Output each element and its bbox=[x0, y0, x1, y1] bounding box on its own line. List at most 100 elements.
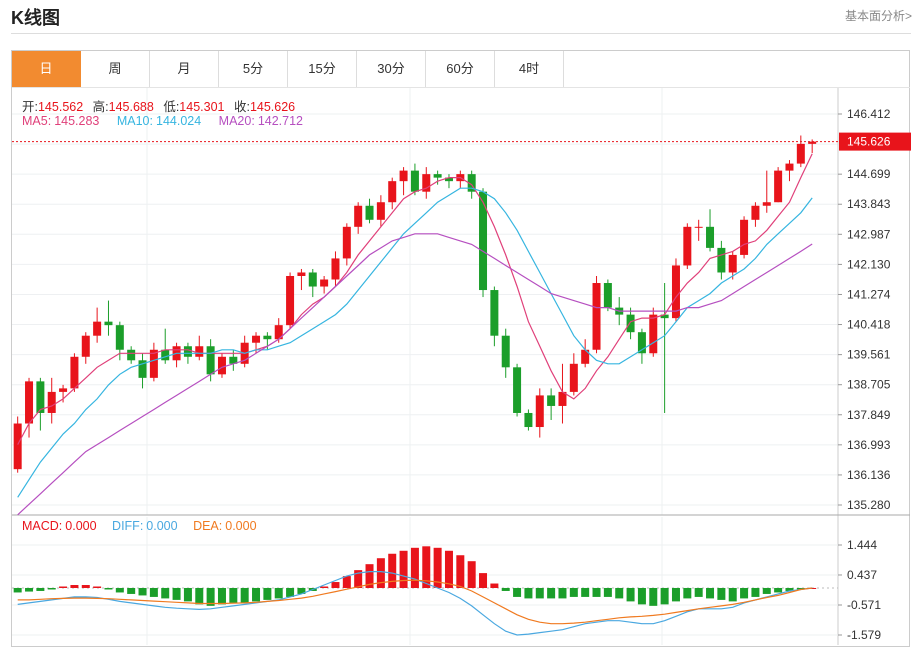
candle-body bbox=[671, 265, 680, 319]
high-value: 145.688 bbox=[108, 100, 154, 114]
diff-label: DIFF: bbox=[112, 519, 144, 533]
macd-bar bbox=[728, 587, 737, 602]
macd-bar bbox=[240, 587, 249, 603]
macd-bar bbox=[286, 587, 295, 597]
fundamental-analysis-link[interactable]: 基本面分析> bbox=[844, 9, 912, 23]
tab-60min[interactable]: 60分 bbox=[426, 51, 495, 87]
dea-line bbox=[17, 579, 813, 625]
tab-30min[interactable]: 30分 bbox=[357, 51, 426, 87]
ma10-value: 144.024 bbox=[156, 114, 202, 128]
macd-bar bbox=[479, 573, 488, 588]
candle-body bbox=[660, 314, 669, 319]
candle-body bbox=[547, 395, 556, 406]
macd-bar bbox=[683, 587, 692, 599]
price-tick-label: 137.849 bbox=[847, 408, 891, 422]
candle-body bbox=[706, 226, 715, 248]
macd-bar bbox=[229, 587, 238, 603]
macd-bar bbox=[47, 587, 56, 590]
macd-bar bbox=[535, 587, 544, 599]
candle-body bbox=[217, 356, 226, 375]
candle-body bbox=[535, 395, 544, 428]
candle-body bbox=[774, 170, 783, 203]
candle-body bbox=[717, 247, 726, 273]
macd-bar bbox=[569, 587, 578, 597]
macd-bar bbox=[59, 586, 68, 588]
candle-body bbox=[479, 191, 488, 291]
close-value: 145.626 bbox=[249, 100, 296, 114]
candle-body bbox=[762, 202, 771, 206]
macd-bar bbox=[206, 587, 215, 606]
macd-bar bbox=[252, 587, 261, 602]
tab-month[interactable]: 月 bbox=[150, 51, 219, 87]
price-tick-label: 135.280 bbox=[847, 498, 891, 512]
candle-body bbox=[513, 367, 522, 413]
macd-bar bbox=[274, 587, 283, 599]
macd-bar bbox=[524, 587, 533, 599]
candle-body bbox=[354, 205, 363, 227]
candle-body bbox=[603, 283, 612, 308]
macd-bar bbox=[558, 587, 567, 599]
macd-tick-label: -0.571 bbox=[847, 598, 881, 612]
candle-body bbox=[376, 202, 385, 220]
candle-body bbox=[501, 335, 510, 368]
candle-body bbox=[13, 423, 22, 470]
header-divider bbox=[11, 33, 911, 34]
macd-value: 0.000 bbox=[65, 519, 97, 533]
ma5-label: MA5: bbox=[22, 114, 52, 128]
candle-body bbox=[740, 219, 749, 255]
macd-bar bbox=[513, 587, 522, 597]
macd-bar bbox=[354, 570, 363, 588]
price-tick-label: 140.418 bbox=[847, 318, 891, 332]
candle-body bbox=[138, 360, 147, 378]
candle-body bbox=[796, 143, 805, 164]
price-tick-label: 142.130 bbox=[847, 257, 891, 271]
macd-bar bbox=[25, 587, 34, 592]
tab-4hour[interactable]: 4时 bbox=[495, 51, 564, 87]
candle-body bbox=[274, 325, 283, 340]
candle-body bbox=[81, 335, 90, 357]
macd-bar bbox=[433, 547, 442, 588]
candle-body bbox=[115, 325, 124, 350]
macd-bar bbox=[603, 587, 612, 597]
macd-bar bbox=[467, 561, 476, 588]
ma5-value: 145.283 bbox=[54, 114, 100, 128]
candle-body bbox=[104, 321, 113, 326]
period-tabs: 日 周 月 5分 15分 30分 60分 4时 bbox=[12, 51, 564, 87]
macd-bar bbox=[195, 587, 204, 605]
tab-day[interactable]: 日 bbox=[12, 51, 81, 87]
macd-bar bbox=[490, 583, 499, 588]
macd-bar bbox=[149, 587, 158, 597]
macd-bar bbox=[81, 585, 90, 588]
candle-body bbox=[342, 226, 351, 259]
macd-bar bbox=[774, 587, 783, 593]
candle-body bbox=[558, 391, 567, 406]
macd-bar bbox=[297, 587, 306, 594]
candle-body bbox=[297, 272, 306, 276]
macd-bar bbox=[217, 587, 226, 605]
candle-body bbox=[286, 275, 295, 326]
candle-body bbox=[206, 346, 215, 375]
price-tick-label: 146.412 bbox=[847, 107, 891, 121]
last-price-label: 145.626 bbox=[847, 135, 891, 149]
macd-bar bbox=[649, 587, 658, 606]
candle-body bbox=[229, 356, 238, 364]
macd-bar bbox=[410, 547, 419, 588]
tab-15min[interactable]: 15分 bbox=[288, 51, 357, 87]
candle-body bbox=[127, 349, 136, 361]
candle-body bbox=[683, 226, 692, 266]
ma10-label: MA10: bbox=[116, 114, 153, 128]
macd-bar bbox=[581, 587, 590, 597]
macd-bar bbox=[660, 587, 669, 605]
open-label: 开: bbox=[22, 100, 38, 114]
candle-body bbox=[59, 388, 68, 392]
page-title: K线图 bbox=[11, 8, 60, 28]
candle-body bbox=[36, 381, 45, 413]
ma20-line bbox=[17, 233, 813, 516]
price-tick-label: 139.561 bbox=[847, 348, 891, 362]
tab-week[interactable]: 周 bbox=[81, 51, 150, 87]
last-price-tag bbox=[839, 132, 911, 151]
candle-body bbox=[320, 279, 329, 287]
tab-5min[interactable]: 5分 bbox=[219, 51, 288, 87]
candle-body bbox=[25, 381, 34, 424]
